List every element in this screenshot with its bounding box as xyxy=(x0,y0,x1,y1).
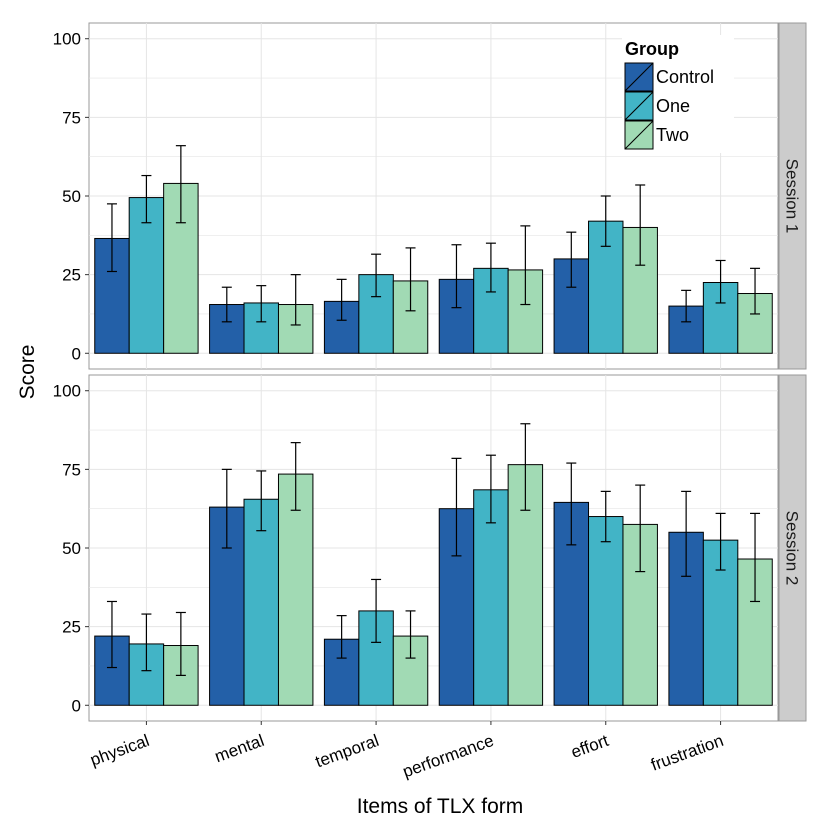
error-bar xyxy=(290,274,301,326)
facet-strip xyxy=(778,22,807,370)
x-axis-title: Items of TLX form xyxy=(357,795,524,818)
error-bar xyxy=(635,484,646,573)
error-bar xyxy=(566,231,577,288)
error-bar xyxy=(405,610,416,659)
x-category-label: physical xyxy=(88,731,152,770)
facet-strip xyxy=(778,374,807,722)
error-bar xyxy=(141,174,152,224)
error-bar xyxy=(635,184,646,266)
x-category-label: temporal xyxy=(313,731,382,771)
bar xyxy=(588,516,624,706)
legend-title: Group xyxy=(625,39,679,59)
legend-label: One xyxy=(656,96,690,116)
error-bar xyxy=(566,462,577,546)
error-bar xyxy=(681,289,692,323)
error-bar xyxy=(371,578,382,643)
error-bar xyxy=(681,490,692,577)
y-tick-label: 100 xyxy=(53,30,81,49)
error-bar xyxy=(600,195,611,247)
facet-panel: 0 25 50 75 100 Session 2 xyxy=(53,374,807,722)
error-bar xyxy=(520,225,531,306)
error-bar xyxy=(600,490,611,543)
y-tick-label: 100 xyxy=(53,382,81,401)
y-tick-label: 50 xyxy=(62,539,81,558)
error-bar xyxy=(750,267,761,315)
facet-strip-label: Session 1 xyxy=(783,159,802,234)
y-tick-label: 75 xyxy=(62,108,81,127)
error-bar xyxy=(485,242,496,293)
legend-key xyxy=(624,91,654,121)
error-bar xyxy=(520,423,531,511)
bar xyxy=(128,197,165,354)
legend-key xyxy=(624,120,654,150)
legend-label: Control xyxy=(656,67,714,87)
error-bar xyxy=(715,259,726,304)
error-bar xyxy=(141,613,152,672)
y-tick-label: 25 xyxy=(62,618,81,637)
x-category-label: effort xyxy=(569,731,612,762)
error-bar xyxy=(175,145,186,224)
error-bar xyxy=(336,615,347,659)
bar xyxy=(473,489,509,706)
y-tick-label: 50 xyxy=(62,187,81,206)
error-bar xyxy=(451,457,462,557)
error-bar xyxy=(485,454,496,524)
error-bar xyxy=(106,600,117,669)
y-tick-label: 25 xyxy=(62,266,81,285)
facet-strip-label: Session 2 xyxy=(783,511,802,586)
y-tick-label: 75 xyxy=(62,460,81,479)
x-category-label: performance xyxy=(400,731,496,781)
error-bar xyxy=(106,203,117,273)
error-bar xyxy=(715,512,726,571)
error-bar xyxy=(750,512,761,603)
error-bar xyxy=(371,253,382,298)
error-bar xyxy=(221,286,232,323)
y-tick-label: 0 xyxy=(72,696,81,715)
error-bar xyxy=(451,244,462,309)
bar xyxy=(277,473,314,706)
error-bar xyxy=(290,442,301,511)
legend-label: Two xyxy=(656,125,689,145)
bar xyxy=(243,498,279,706)
y-axis-title: Score xyxy=(16,345,39,400)
y-tick-label: 0 xyxy=(72,344,81,363)
legend-key xyxy=(624,62,654,92)
error-bar xyxy=(221,468,232,549)
error-bar xyxy=(256,285,267,323)
legend: Group Control One Two xyxy=(622,35,734,153)
error-bar xyxy=(175,611,186,676)
error-bar xyxy=(405,247,416,312)
error-bar xyxy=(336,278,347,321)
x-category-label: mental xyxy=(212,731,266,766)
x-category-label: frustration xyxy=(648,731,726,775)
error-bar xyxy=(256,470,267,532)
